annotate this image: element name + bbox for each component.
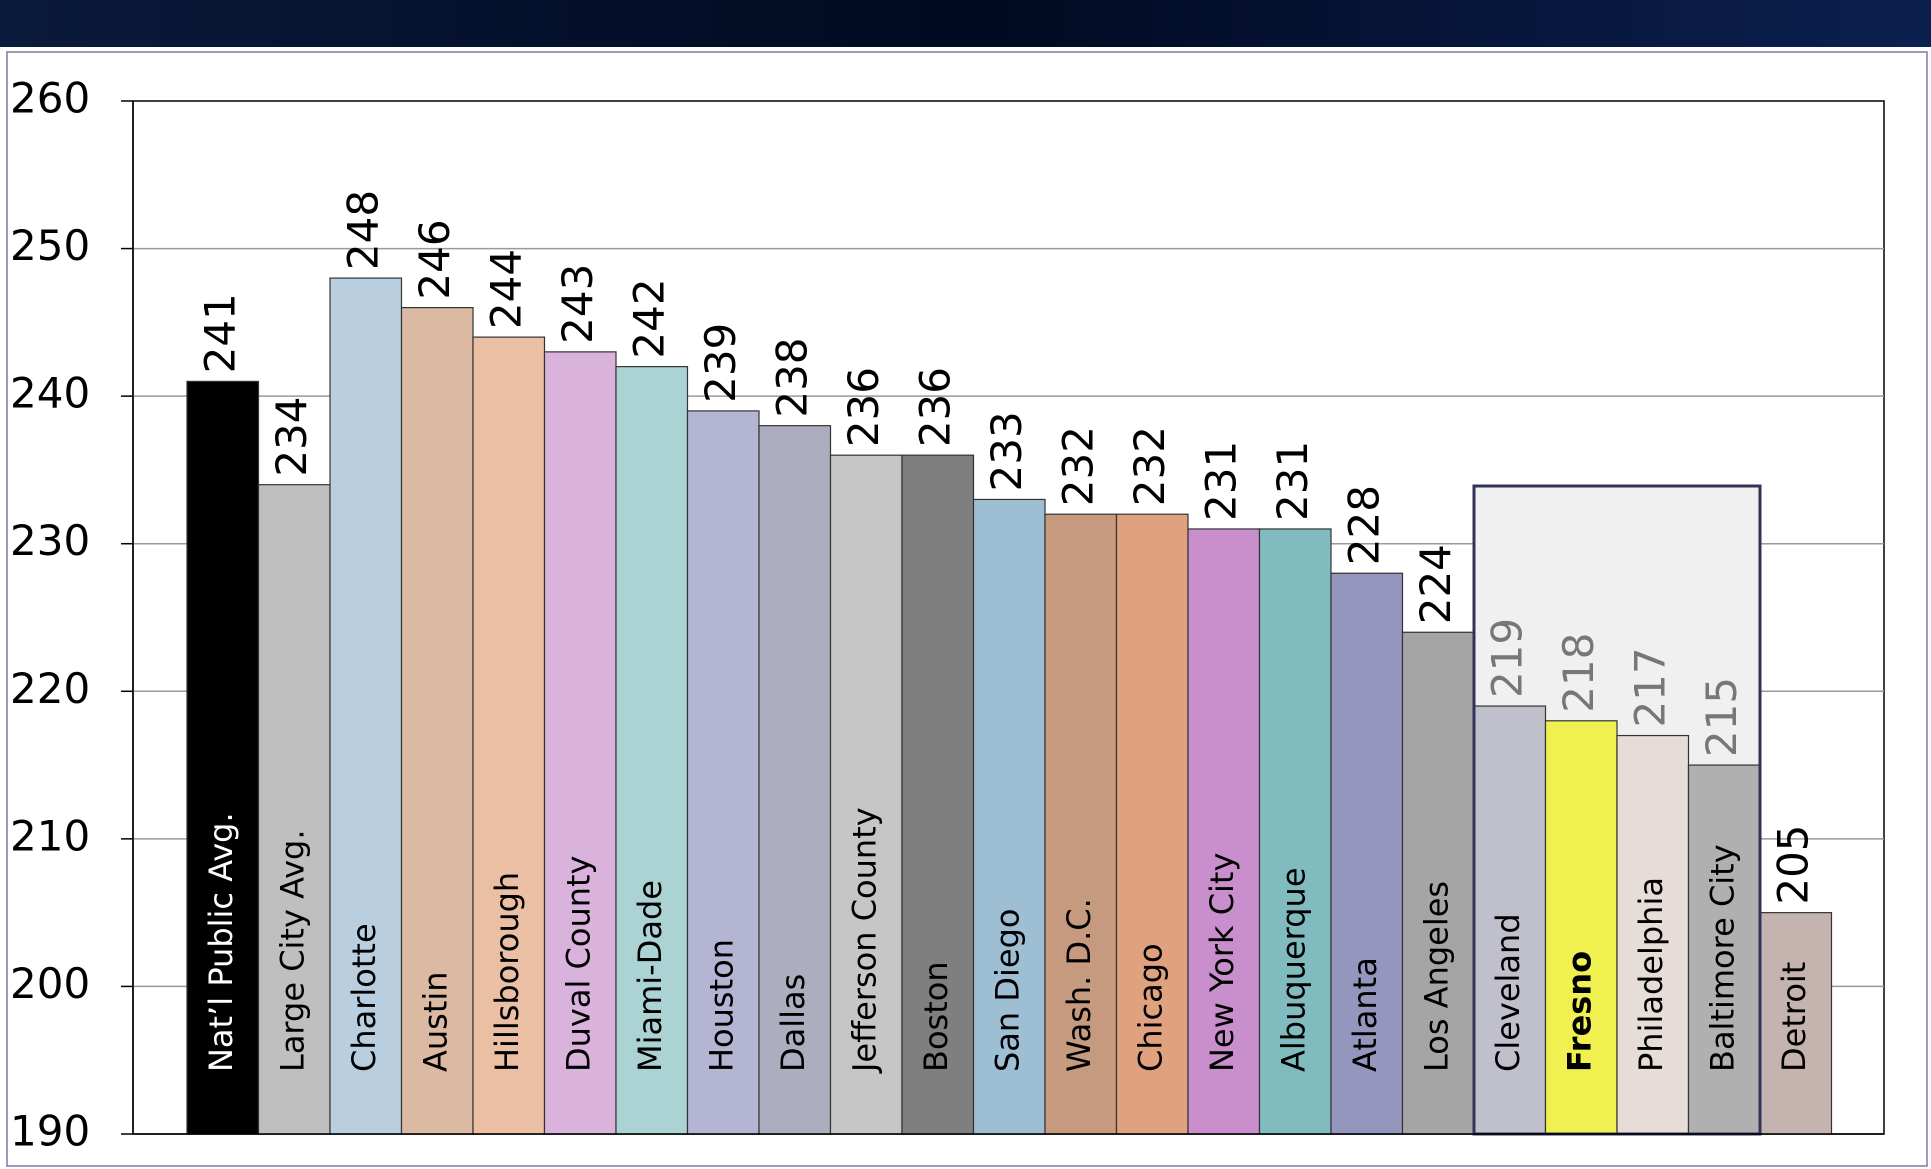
category-label: Houston — [702, 939, 740, 1072]
bar — [615, 366, 689, 1135]
category-label: Hillsborough — [488, 872, 526, 1072]
bar — [186, 380, 260, 1135]
category-label: Philadelphia — [1632, 877, 1670, 1072]
bar — [1401, 631, 1475, 1135]
value-label: 215 — [1697, 677, 1746, 757]
value-label: 244 — [481, 249, 530, 329]
value-label: 217 — [1625, 647, 1674, 727]
bar — [829, 454, 903, 1135]
value-label: 239 — [696, 323, 745, 403]
bar — [400, 307, 474, 1135]
bar — [1115, 513, 1189, 1135]
category-label: Large City Avg. — [273, 829, 311, 1072]
bar — [686, 410, 760, 1135]
value-label: 234 — [267, 397, 316, 477]
bar — [1330, 572, 1404, 1135]
category-label: Albuquerque — [1274, 867, 1312, 1072]
bar — [1616, 734, 1690, 1135]
category-label: Dallas — [774, 974, 812, 1072]
category-label: Atlanta — [1346, 957, 1384, 1072]
category-label: San Diego — [988, 909, 1026, 1072]
y-tick-label: 260 — [10, 74, 90, 123]
value-label: 205 — [1768, 824, 1817, 904]
category-label: Nat’l Public Avg. — [202, 812, 240, 1072]
value-label: 232 — [1053, 426, 1102, 506]
header-bar — [0, 0, 1931, 47]
value-label: 219 — [1482, 618, 1531, 698]
category-label: Wash. D.C. — [1060, 898, 1098, 1072]
bar — [1473, 705, 1547, 1135]
category-label: Fresno — [1560, 951, 1598, 1072]
y-tick-label: 250 — [10, 221, 90, 270]
bar — [543, 351, 617, 1135]
value-label: 236 — [910, 367, 959, 447]
bar — [1258, 528, 1332, 1135]
y-tick-label: 200 — [10, 959, 90, 1008]
category-label: Charlotte — [345, 923, 383, 1072]
value-label: 246 — [410, 219, 459, 299]
bar — [1044, 513, 1118, 1135]
value-label: 232 — [1125, 426, 1174, 506]
category-label: New York City — [1203, 853, 1241, 1072]
category-label: Chicago — [1131, 943, 1169, 1072]
bar — [472, 336, 546, 1135]
value-label: 248 — [338, 190, 387, 270]
value-label: 231 — [1196, 441, 1245, 521]
category-label: Cleveland — [1489, 913, 1527, 1072]
category-label: Austin — [416, 971, 454, 1072]
y-tick-label: 230 — [10, 516, 90, 565]
value-label: 236 — [839, 367, 888, 447]
category-label: Detroit — [1775, 962, 1813, 1072]
y-tick-label: 240 — [10, 369, 90, 418]
bar — [1759, 912, 1833, 1135]
bar — [329, 277, 403, 1135]
value-label: 241 — [195, 293, 244, 373]
category-label: Baltimore City — [1703, 844, 1741, 1072]
category-label: Jefferson County — [845, 807, 883, 1074]
value-label: 218 — [1554, 633, 1603, 713]
bar — [1544, 720, 1618, 1135]
category-label: Boston — [917, 961, 955, 1072]
frame — [6, 51, 1928, 1167]
value-label: 233 — [982, 411, 1031, 491]
y-tick-label: 190 — [10, 1107, 90, 1156]
value-label: 238 — [767, 337, 816, 417]
value-label: 224 — [1411, 544, 1460, 624]
category-label: Los Angeles — [1417, 881, 1455, 1072]
category-label: Miami-Dade — [631, 880, 669, 1072]
bar — [1687, 764, 1761, 1135]
value-label: 228 — [1339, 485, 1388, 565]
bar — [758, 425, 832, 1135]
value-label: 243 — [553, 264, 602, 344]
value-label: 231 — [1268, 441, 1317, 521]
category-label: Duval County — [559, 856, 597, 1073]
y-tick-label: 220 — [10, 664, 90, 713]
value-label: 242 — [624, 278, 673, 358]
y-tick-label: 210 — [10, 811, 90, 860]
